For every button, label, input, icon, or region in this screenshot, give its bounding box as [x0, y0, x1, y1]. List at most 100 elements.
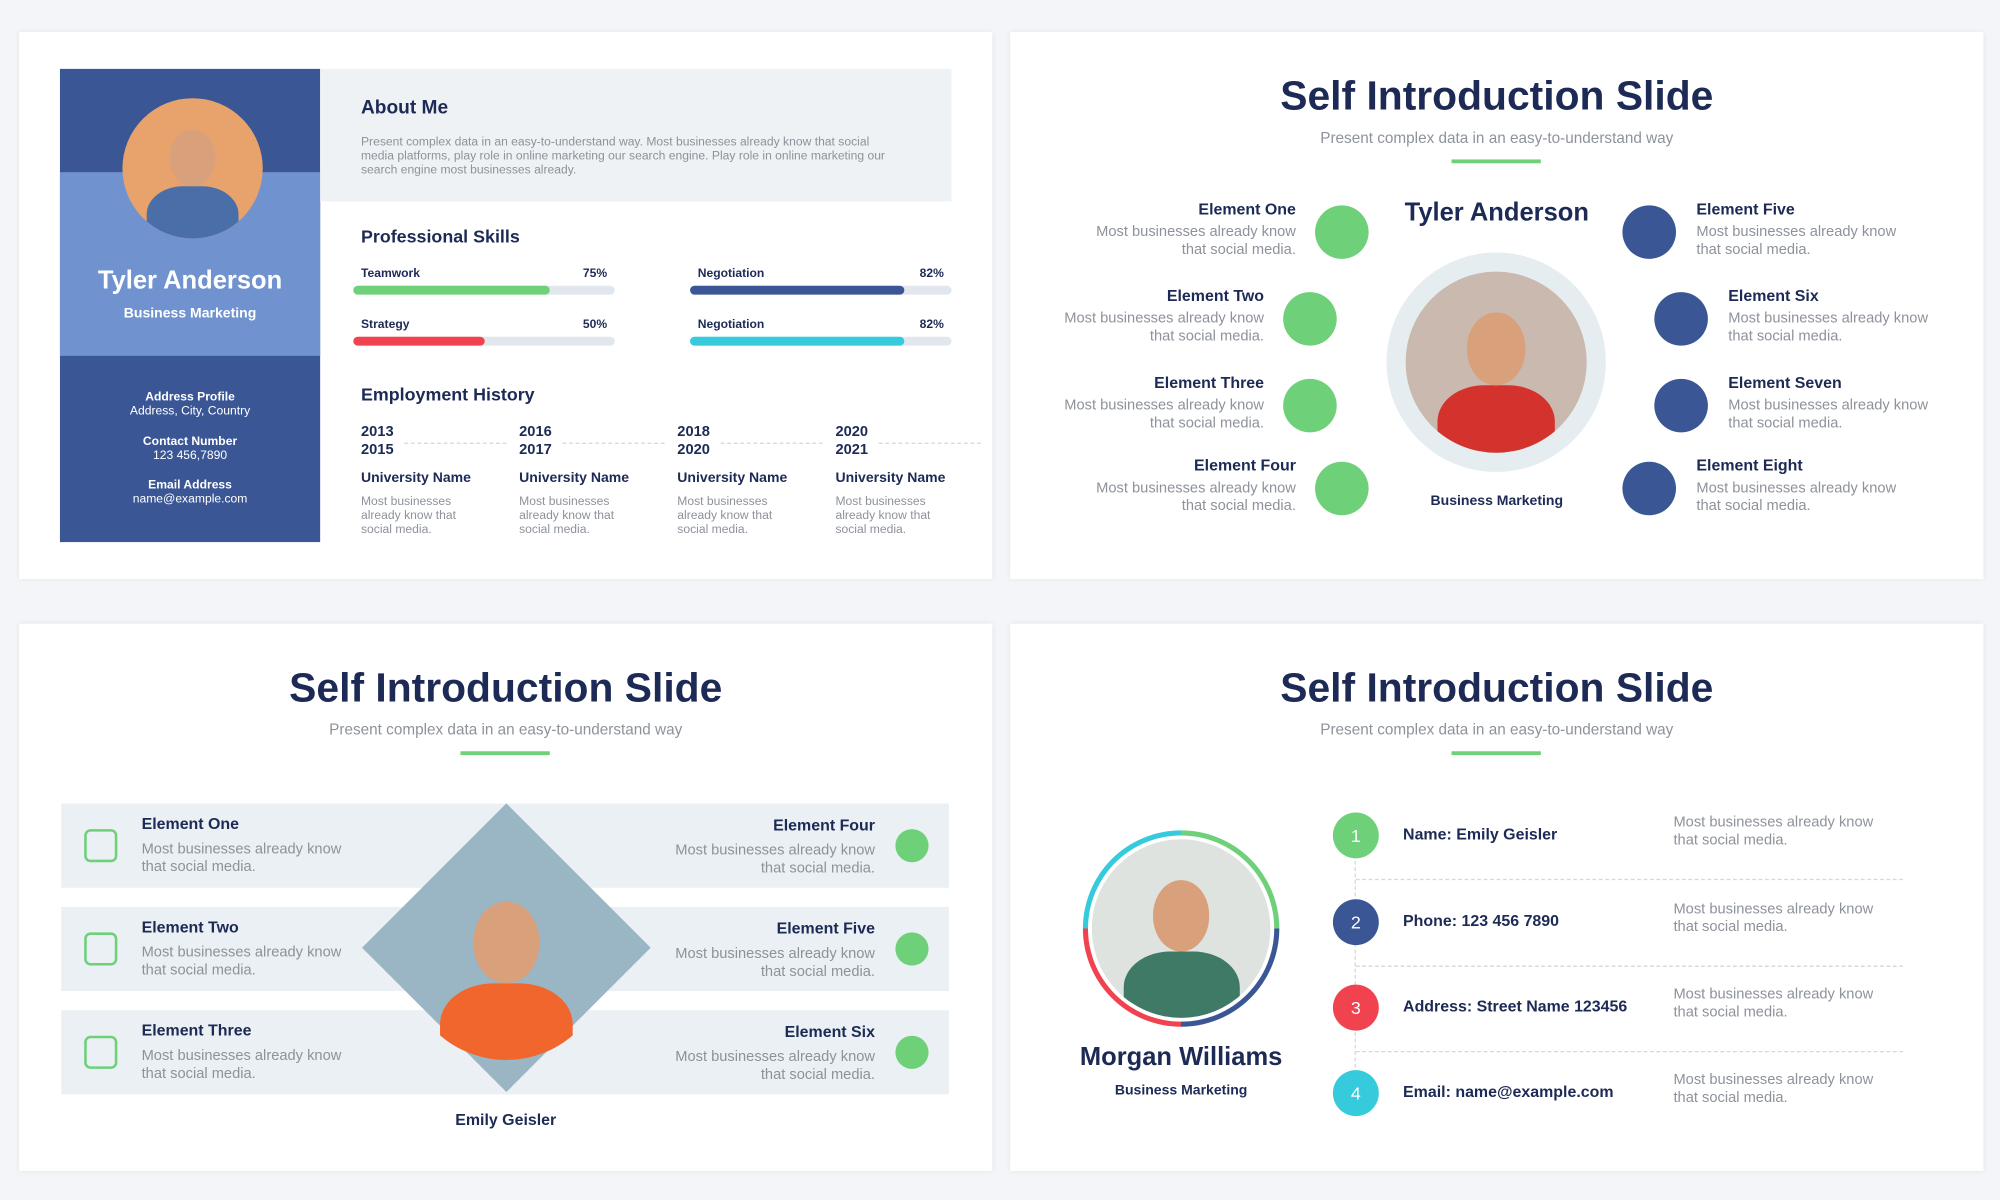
icon	[895, 829, 929, 863]
person-name: Tyler Anderson	[1404, 198, 1589, 228]
job-title: University Name	[519, 470, 630, 486]
slide-title: Self Introduction Slide	[289, 664, 723, 711]
year-start: 2016	[519, 424, 552, 441]
connector	[1354, 835, 1356, 1094]
element-title: Element Two	[141, 918, 239, 937]
photo	[122, 98, 263, 239]
separator	[1355, 965, 1904, 967]
photo-head	[473, 901, 539, 984]
skill-label: 82%	[919, 317, 944, 332]
icon	[1654, 378, 1708, 433]
element-title: Element Seven	[1728, 373, 1842, 392]
year-end: 2017	[519, 442, 552, 458]
title-underline	[1451, 751, 1541, 756]
element-text: Most businesses already know that social…	[1064, 311, 1265, 344]
photo-head	[1152, 879, 1210, 951]
job-title: University Name	[835, 470, 946, 486]
skill-bar	[690, 285, 905, 295]
element-text: Most businesses already know that social…	[675, 843, 875, 876]
element-text: Most businesses already know that social…	[675, 1049, 875, 1083]
slide-card: Self Introduction Slide Present complex d…	[19, 623, 993, 1171]
element-title: Element Two	[1166, 286, 1265, 305]
element-title: Element Four	[773, 816, 875, 835]
slide-card: Self Introduction Slide Present complex d…	[1010, 623, 1984, 1171]
job-text: Most businesses already know that social…	[835, 494, 931, 537]
year-end: 2021	[835, 442, 869, 458]
skill-bar	[353, 336, 485, 346]
section-title: About Me	[360, 96, 449, 119]
element-text: Most businesses already know that social…	[141, 1048, 342, 1081]
element-title: Element Six	[784, 1022, 875, 1041]
year-end: 2020	[677, 442, 710, 458]
icon	[1315, 205, 1369, 259]
dash-line	[562, 442, 665, 444]
element-title: Element One	[1198, 200, 1296, 219]
slide-subtitle: Present complex data in an easy-to-under…	[1320, 128, 1674, 147]
profile-role: Business Marketing	[123, 306, 257, 322]
job-title: University Name	[677, 470, 788, 486]
contact-value: name@example.com	[132, 492, 248, 507]
skill-label: 75%	[582, 266, 608, 281]
element-title: Element Eight	[1696, 456, 1803, 475]
year-start: 2018	[677, 424, 710, 441]
element-title: Element Six	[1728, 286, 1819, 305]
job-text: Most businesses already know that social…	[519, 494, 615, 537]
element-text: Most businesses already know that social…	[1096, 480, 1296, 514]
item-text: Most businesses already know that social…	[1673, 987, 1874, 1020]
item-label: Phone: 123 456 7890	[1403, 911, 1560, 930]
contact-label: Email Address	[148, 478, 232, 493]
number-badge: 1	[1332, 812, 1379, 859]
element-title: Element Five	[1696, 200, 1795, 219]
dash-line	[878, 442, 981, 444]
separator	[1355, 878, 1904, 881]
skill-name: Strategy	[360, 317, 410, 332]
element-text: Most businesses already know that social…	[1064, 397, 1265, 431]
profile-name: Tyler Anderson	[97, 266, 283, 295]
photo-body	[1437, 384, 1556, 453]
dash-line	[720, 442, 823, 444]
photo	[1091, 839, 1271, 1018]
photo	[1405, 271, 1587, 453]
slide-subtitle: Present complex data in an easy-to-under…	[329, 720, 683, 739]
year-end: 2015	[360, 442, 394, 458]
element-text: Most businesses already know that social…	[141, 841, 342, 875]
skill-label: 50%	[582, 317, 608, 332]
section-title: Professional Skills	[360, 225, 520, 247]
slide-title: Self Introduction Slide	[1280, 72, 1714, 119]
person-name: Emily Geisler	[455, 1110, 557, 1129]
element-text: Most businesses already know that social…	[1696, 224, 1897, 258]
icon	[1283, 292, 1337, 346]
icon	[1654, 292, 1708, 346]
icon	[895, 1035, 929, 1069]
number-badge: 2	[1332, 899, 1379, 946]
year-start: 2020	[835, 424, 869, 441]
dash-line	[404, 442, 507, 444]
skill-label: 82%	[919, 266, 944, 281]
icon	[1283, 378, 1337, 433]
photo-head	[170, 129, 216, 186]
photo-body	[147, 185, 239, 239]
element-text: Most businesses already know that social…	[1696, 480, 1897, 514]
about-box	[320, 68, 952, 202]
icon	[1622, 461, 1677, 516]
element-title: Element Three	[141, 1021, 252, 1040]
slide-card: Self Introduction Slide Present complex d…	[1010, 31, 1984, 580]
job-text: Most businesses already know that social…	[360, 494, 456, 537]
skill-name: Negotiation	[697, 266, 765, 281]
person-role: Business Marketing	[1114, 1082, 1248, 1099]
contact-value: Address, City, Country	[129, 404, 251, 419]
item-text: Most businesses already know that social…	[1673, 901, 1874, 935]
icon	[84, 1035, 118, 1069]
contact-label: Contact Number	[142, 434, 238, 449]
element-title: Element Five	[776, 919, 875, 938]
contact-label: Address Profile	[145, 390, 235, 405]
icon	[84, 829, 118, 863]
skill-bar	[690, 336, 905, 346]
title-underline	[1451, 159, 1541, 164]
skill-name: Negotiation	[697, 317, 765, 332]
element-text: Most businesses already know that social…	[141, 945, 342, 978]
section-title: Employment History	[360, 383, 535, 405]
icon	[1622, 205, 1677, 259]
slide-subtitle: Present complex data in an easy-to-under…	[1320, 720, 1674, 739]
